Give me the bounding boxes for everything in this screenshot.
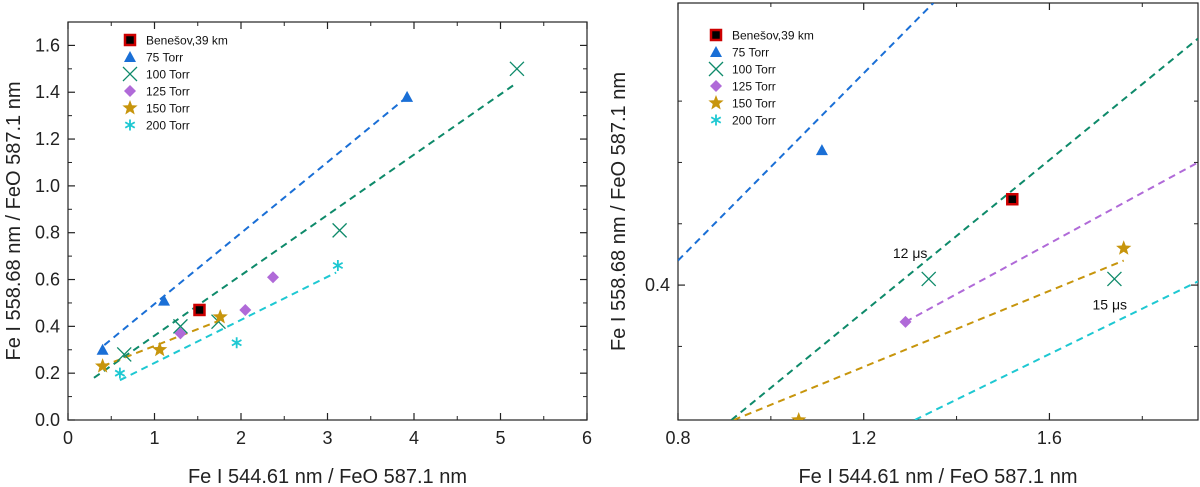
data-point-75-torr (401, 90, 414, 102)
legend-label: 200 Torr (146, 119, 190, 133)
x-tick-label: 1.6 (1037, 428, 1062, 448)
data-point-125-torr (174, 327, 187, 340)
legend-label: 75 Torr (146, 51, 183, 65)
x-tick-label: 5 (495, 428, 505, 448)
data-point-100-torr (509, 61, 525, 77)
right-panel: 0.8 1.2 1.6 0.4 Fe I 544.61 nm / FeO 587.1 n… (608, 2, 1199, 487)
fit-line-150-torr (733, 259, 1125, 420)
legend: Benešov,39 km 75 Torr 100 Torr 125 Torr 150 … (122, 33, 228, 133)
legend-label: 75 Torr (732, 46, 769, 60)
legend-marker (708, 95, 724, 110)
fit-line-200-torr (119, 271, 337, 382)
axis-ticks: 0 1 2 3 4 5 6 0.0 0.2 0.4 0.6 0.8 1.0 1.2 1.4 1.6 (35, 22, 592, 448)
legend-label: Benešov,39 km (732, 29, 814, 43)
data-point-200-torr (114, 367, 126, 379)
plot-frame (677, 2, 1199, 421)
legend-marker (124, 51, 136, 62)
legend-marker (709, 28, 723, 42)
y-tick-label: 1.4 (35, 82, 60, 102)
legend-label: 125 Torr (732, 80, 776, 94)
data-point-150-torr (152, 341, 168, 357)
legend-marker (710, 114, 722, 126)
legend-marker (124, 85, 136, 97)
data-point-75-torr (96, 343, 109, 355)
legend-label: 150 Torr (146, 102, 190, 116)
legend-marker (122, 100, 138, 115)
data-point-125-torr (899, 315, 912, 328)
left-panel: 0 1 2 3 4 5 6 0.0 0.2 0.4 0.6 0.8 1.0 1.2 1.4 1.6 Fe I 5… (3, 21, 592, 487)
data-point-75-torr (815, 144, 828, 156)
axis-ticks: 0.8 1.2 1.6 0.4 (645, 3, 1198, 448)
legend-marker (710, 46, 722, 57)
data-point-150-torr (94, 358, 111, 373)
legend-label: 200 Torr (732, 114, 776, 128)
x-tick-label: 1.2 (851, 428, 876, 448)
data-point-125-torr (267, 271, 280, 284)
annotation-label: 12 μs (893, 245, 928, 261)
data-point-200-torr (332, 259, 344, 271)
y-tick-label: 0.6 (35, 270, 60, 290)
y-tick-label: 1.6 (35, 35, 60, 55)
legend-marker (122, 66, 138, 82)
x-tick-label: 6 (582, 428, 592, 448)
data-point-100-torr (921, 271, 937, 287)
y-tick-label: 1.2 (35, 129, 60, 149)
data-point-75-torr (158, 294, 171, 306)
x-tick-label: 2 (236, 428, 246, 448)
data-point-100-torr (172, 318, 188, 334)
y-tick-label: 0.0 (35, 410, 60, 430)
x-tick-label: 1 (149, 428, 159, 448)
legend-label: 125 Torr (146, 85, 190, 99)
data-point-125-torr (239, 303, 252, 316)
data-point-bene-ov-39-km (193, 303, 206, 317)
annotation-label: 15 μs (1093, 297, 1128, 313)
legend-label: 100 Torr (732, 63, 776, 77)
x-tick-label: 4 (409, 428, 419, 448)
plot-frame (67, 21, 588, 421)
y-axis-title: Fe I 558.68 nm / FeO 587.1 nm (608, 72, 630, 351)
y-tick-label: 0.4 (35, 316, 60, 336)
x-tick-label: 0 (63, 428, 73, 448)
data-point-200-torr (231, 337, 242, 349)
fit-line-200-torr (914, 280, 1198, 420)
fit-line-75-torr (678, 3, 935, 262)
fit-line-100-torr (93, 84, 515, 379)
x-tick-label: 3 (322, 428, 332, 448)
data-point-bene-ov-39-km (1006, 192, 1019, 206)
data-point-150-torr (212, 308, 228, 324)
legend-label: 100 Torr (146, 68, 190, 82)
x-tick-label: 0.8 (665, 428, 690, 448)
fit-line-125-torr (905, 161, 1198, 323)
data-point-150-torr (1116, 240, 1132, 255)
y-tick-label: 1.0 (35, 176, 60, 196)
legend-marker (708, 61, 724, 77)
y-tick-label: 0.4 (645, 275, 670, 295)
plot-area (678, 3, 1198, 420)
plot-area (93, 61, 525, 382)
y-tick-label: 0.8 (35, 223, 60, 243)
x-axis-title: Fe I 544.61 nm / FeO 587.1 nm (188, 466, 467, 487)
data-point-100-torr (116, 346, 132, 362)
fit-line-75-torr (103, 96, 408, 346)
y-tick-label: 0.2 (35, 363, 60, 383)
data-point-100-torr (332, 222, 348, 238)
data-point-100-torr (1106, 271, 1122, 287)
y-axis-title: Fe I 558.68 nm / FeO 587.1 nm (3, 81, 25, 360)
legend-marker (123, 33, 137, 47)
legend-label: 150 Torr (732, 97, 776, 111)
fit-line-100-torr (730, 37, 1198, 420)
legend-label: Benešov,39 km (146, 34, 228, 48)
legend-marker (124, 119, 136, 131)
legend-marker (710, 80, 722, 92)
x-axis-title: Fe I 544.61 nm / FeO 587.1 nm (798, 466, 1077, 487)
data-point-150-torr (791, 412, 807, 420)
legend: Benešov,39 km 75 Torr 100 Torr 125 Torr 150 … (708, 28, 814, 128)
